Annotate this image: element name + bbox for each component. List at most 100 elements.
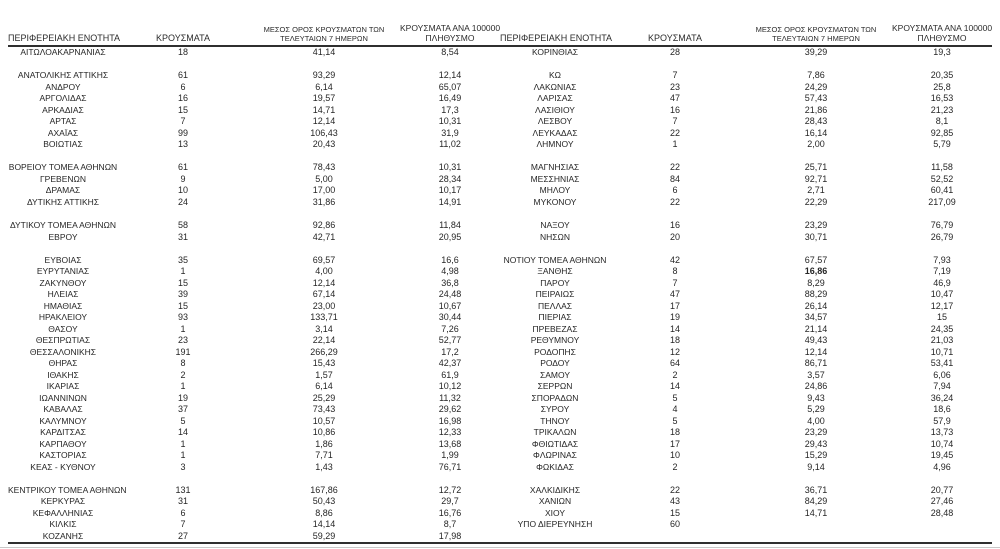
table-row: ΗΛΕΙΑΣ 39 67,14 24,48 [8,289,500,301]
per100k-cell: 20,35 [930,70,954,81]
table-row: ΕΥΒΟΙΑΣ 35 69,57 16,6 [8,254,500,266]
table-row: ΡΟΔΟΥ 64 86,71 53,41 [500,358,992,370]
region-name-cell: ΚΕΡΚΥΡΑΣ [40,496,86,507]
table-row: ΤΡΙΚΑΛΩΝ 18 23,29 13,73 [500,427,992,439]
avg7-cell: 88,29 [804,289,828,300]
per100k-cell: 11,32 [439,392,461,403]
table-row: ΑΝΔΡΟΥ 6 6,14 65,07 [8,82,500,94]
table-row: ΛΕΥΚΑΔΑΣ 22 16,14 92,85 [500,128,992,140]
per100k-cell: 26,79 [930,231,954,242]
region-name-cell: ΝΟΤΙΟΥ ΤΟΜΕΑ ΑΘΗΝΩΝ [503,254,607,265]
per100k-cell: 42,37 [438,358,462,369]
table-row: ΚΕΦΑΛΛΗΝΙΑΣ 6 8,86 16,76 [8,508,500,520]
per100k-cell: 4,98 [441,266,459,277]
table-row: ΛΑΣΙΘΙΟΥ 16 21,86 21,23 [500,105,992,117]
per100k-cell: 21,03 [930,335,954,346]
cases-cell: 131 [175,484,191,495]
table-row: ΑΡΤΑΣ 7 12,14 10,31 [8,116,500,128]
region-name-cell: ΝΑΞΟΥ [540,219,570,230]
per100k-cell: 14,91 [438,196,462,207]
per100k-cell: 76,79 [930,219,954,230]
avg7-cell: 5,29 [807,404,825,415]
avg7-cell: 8,29 [807,277,825,288]
table-row: ΙΚΑΡΙΑΣ 1 6,14 10,12 [8,381,500,393]
region-name-cell: ΠΡΕΒΕΖΑΣ [532,323,578,334]
cases-cell: 1 [180,438,186,449]
cases-cell: 31 [177,231,188,242]
cases-cell: 17 [669,300,680,311]
avg7-cell: 7,71 [315,450,333,461]
avg7-cell: 6,14 [315,381,333,392]
table-body-left: ΑΙΤΩΛΟΑΚΑΡΝΑΝΙΑΣ 18 41,14 8,54 ΑΝΑΤΟΛΙΚΗΣ ΑΤ… [8,47,500,542]
row-spacer [8,151,500,163]
avg7-cell: 4,00 [315,266,333,277]
avg7-cell: 59,29 [312,530,336,541]
avg7-cell: 67,14 [312,289,336,300]
cases-cell: 2 [672,369,678,380]
region-name-cell: ΒΟΙΩΤΙΑΣ [43,139,83,150]
region-name-cell: ΡΕΘΥΜΝΟΥ [530,335,580,346]
row-spacer [500,243,992,255]
per100k-cell: 10,17 [438,185,462,196]
cases-cell: 5 [672,392,678,403]
table-row: ΣΥΡΟΥ 4 5,29 18,6 [500,404,992,416]
region-name-cell: ΒΟΡΕΙΟΥ ΤΟΜΕΑ ΑΘΗΝΩΝ [8,162,118,173]
table-row: ΚΟΡΙΝΘΙΑΣ 28 39,29 19,3 [500,47,992,59]
region-name-cell: ΣΥΡΟΥ [540,404,570,415]
table-row: ΗΜΑΘΙΑΣ 15 23,00 10,67 [8,300,500,312]
per100k-cell: 46,9 [933,277,951,288]
region-name-cell: ΕΒΡΟΥ [48,231,78,242]
per100k-cell: 28,34 [438,173,462,184]
table-row: ΝΗΣΩΝ 20 30,71 26,79 [500,231,992,243]
region-name-cell: ΕΥΡΥΤΑΝΙΑΣ [36,266,90,277]
table-row: ΜΑΓΝΗΣΙΑΣ 22 25,71 11,58 [500,162,992,174]
avg7-cell: 9,43 [807,392,825,403]
table-row: ΕΥΡΥΤΑΝΙΑΣ 1 4,00 4,98 [8,266,500,278]
table-row: ΘΕΣΠΡΩΤΙΑΣ 23 22,14 52,77 [8,335,500,347]
table-row: ΠΕΛΛΑΣ 17 26,14 12,17 [500,300,992,312]
column-header-avg7-line2: ΤΕΛΕΥΤΑΙΩΝ 7 ΗΜΕΡΩΝ [772,34,860,43]
region-name-cell: ΤΡΙΚΑΛΩΝ [533,427,577,438]
per100k-cell: 21,23 [930,104,954,115]
per100k-cell: 11,84 [439,219,461,230]
avg7-cell: 92,86 [312,219,336,230]
table-row: ΠΑΡΟΥ 7 8,29 46,9 [500,277,992,289]
row-spacer [500,208,992,220]
region-name-cell: ΦΛΩΡΙΝΑΣ [533,450,577,461]
table-row: ΣΠΟΡΑΔΩΝ 5 9,43 36,24 [500,392,992,404]
per100k-cell: 16,98 [438,415,462,426]
column-header-avg7-line1: ΜΕΣΟΣ ΟΡΟΣ ΚΡΟΥΣΜΑΤΩΝ ΤΩΝ [263,25,385,34]
table-row: ΓΡΕΒΕΝΩΝ 9 5,00 28,34 [8,174,500,186]
per100k-cell: 12,14 [438,70,462,81]
region-name-cell: ΝΗΣΩΝ [539,231,571,242]
cases-cell: 6 [180,81,186,92]
avg7-cell: 30,71 [804,231,828,242]
cases-cell: 43 [669,496,680,507]
table-row: ΙΩΑΝΝΙΝΩΝ 19 25,29 11,32 [8,392,500,404]
region-name-cell: ΜΗΛΟΥ [539,185,571,196]
avg7-cell: 92,71 [804,173,828,184]
avg7-cell: 19,57 [312,93,336,104]
avg7-cell: 49,43 [804,335,828,346]
avg7-cell: 8,86 [315,507,333,518]
table-row: ΞΑΝΘΗΣ 8 16,86 7,19 [500,266,992,278]
cases-cell: 1 [180,266,186,277]
cases-cell: 20 [669,231,680,242]
table-row: ΣΕΡΡΩΝ 14 24,86 7,94 [500,381,992,393]
region-name-cell: ΦΘΙΩΤΙΔΑΣ [531,438,579,449]
per100k-cell: 19,3 [933,47,951,58]
per100k-cell: 27,46 [930,496,954,507]
region-name-cell: ΓΡΕΒΕΝΩΝ [40,173,86,184]
avg7-cell: 24,86 [804,381,828,392]
avg7-cell: 24,29 [804,81,828,92]
per100k-cell: 28,48 [930,507,954,518]
per100k-cell: 5,79 [933,139,951,150]
cases-cell: 18 [669,335,680,346]
table-row: ΠΕΙΡΑΙΩΣ 47 88,29 10,47 [500,289,992,301]
per100k-cell: 29,62 [438,404,462,415]
region-name-cell: ΚΙΛΚΙΣ [49,519,77,530]
per100k-cell: 15 [936,312,947,323]
cases-cell: 10 [669,450,680,461]
table-row: ΡΕΘΥΜΝΟΥ 18 49,43 21,03 [500,335,992,347]
avg7-cell: 78,43 [312,162,336,173]
